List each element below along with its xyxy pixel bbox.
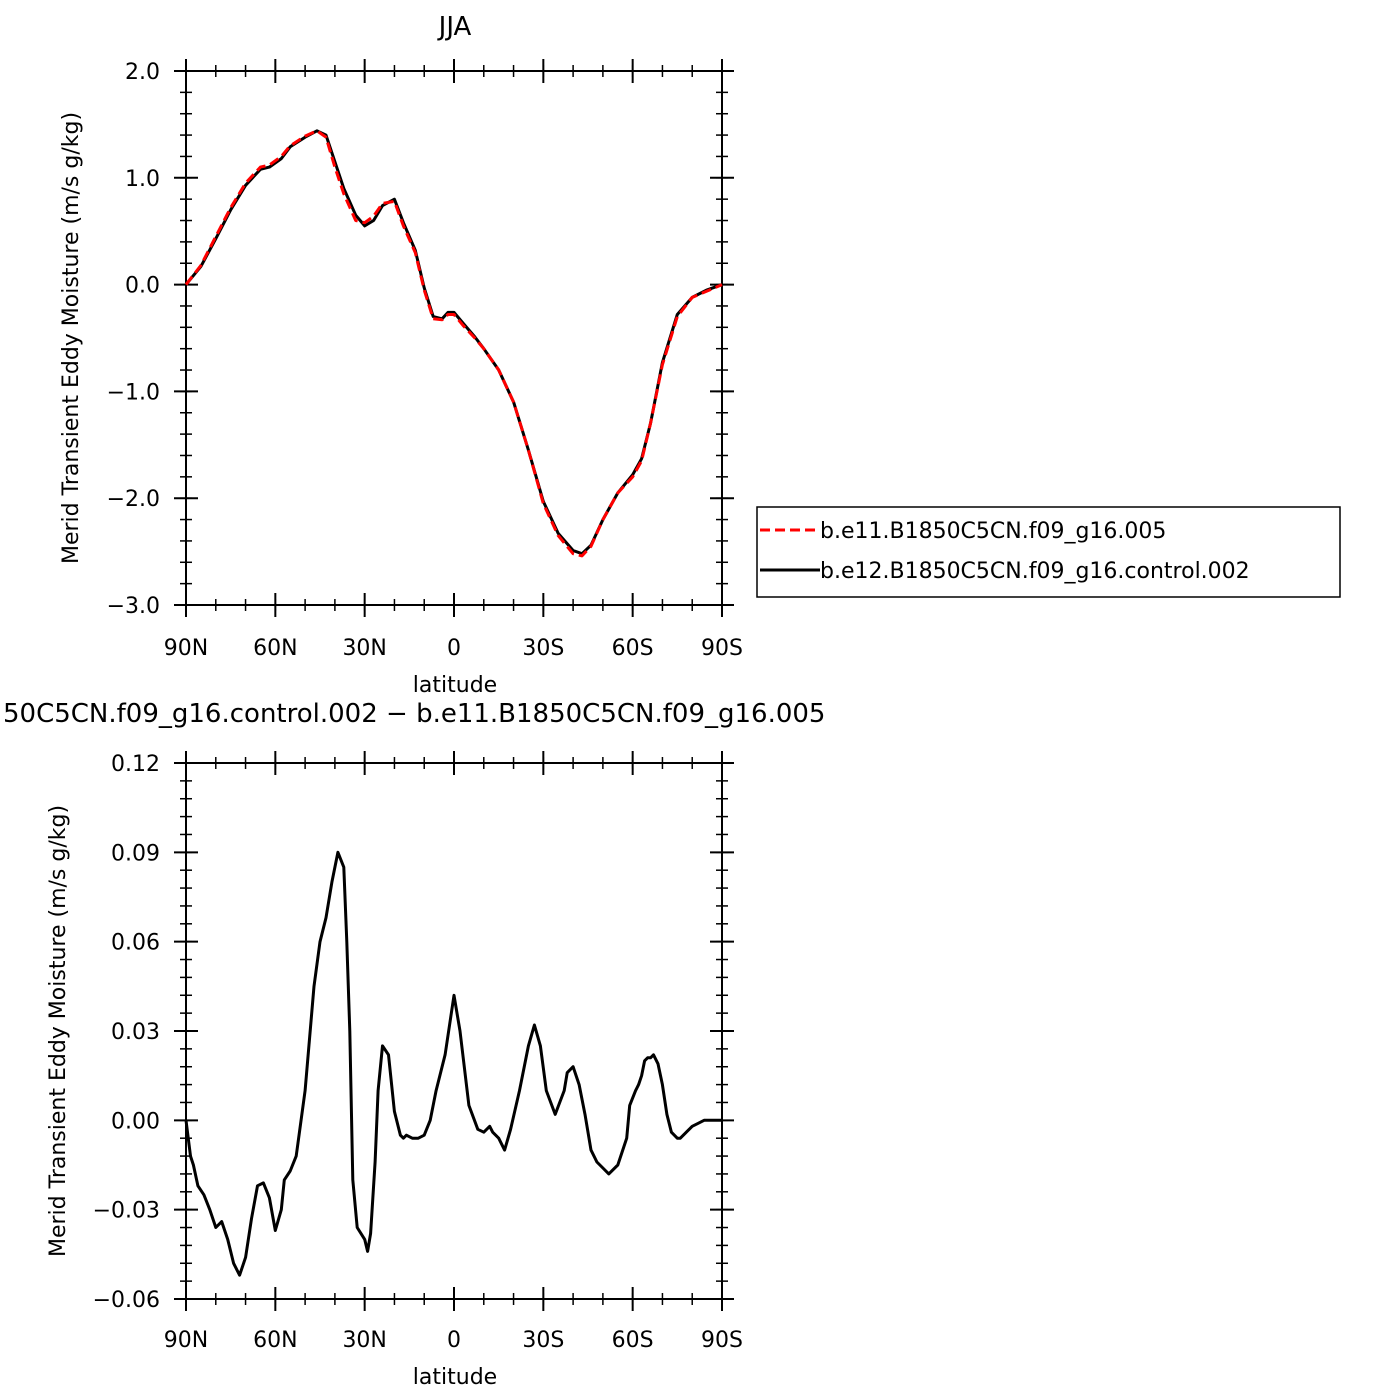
x-tick-label: 90N xyxy=(164,636,208,661)
y-tick-label: 0.09 xyxy=(111,841,160,866)
y-tick-label: −0.03 xyxy=(93,1199,160,1224)
x-tick-label: 60N xyxy=(253,1328,297,1353)
legend-label-series-1: b.e11.B1850C5CN.f09_g16.005 xyxy=(820,519,1166,544)
x-tick-label: 90S xyxy=(701,636,743,661)
bottom-panel: 50C5CN.f09_g16.control.002 − b.e11.B1850… xyxy=(3,699,825,1390)
top-panel: JJA Merid Transient Eddy Moisture (m/s g… xyxy=(59,12,743,698)
bottom-panel-y-axis-title: Merid Transient Eddy Moisture (m/s g/kg) xyxy=(46,805,71,1257)
top-panel-title: JJA xyxy=(437,12,472,42)
bottom-panel-x-axis-title: latitude xyxy=(413,1365,497,1390)
plot-frame xyxy=(185,70,723,606)
y-tick-label: 1.0 xyxy=(125,167,160,192)
top-panel-x-axis-title: latitude xyxy=(413,673,497,698)
x-tick-label: 60S xyxy=(612,1328,654,1353)
legend-box xyxy=(756,506,1341,598)
x-tick-label: 30N xyxy=(342,1328,386,1353)
x-tick-label: 90N xyxy=(164,1328,208,1353)
y-tick-label: 0.00 xyxy=(111,1109,160,1134)
plot-frame xyxy=(185,762,723,1300)
x-tick-label: 30N xyxy=(342,636,386,661)
x-tick-label: 60S xyxy=(612,636,654,661)
y-tick-label: −3.0 xyxy=(107,594,160,619)
x-tick-label: 0 xyxy=(447,1328,461,1353)
y-tick-label: 0.03 xyxy=(111,1020,160,1045)
x-tick-label: 30S xyxy=(522,636,564,661)
y-tick-label: 0.06 xyxy=(111,931,160,956)
series-line-1 xyxy=(184,850,722,1277)
y-tick-label: 2.0 xyxy=(125,60,160,85)
x-tick-label: 90S xyxy=(701,1328,743,1353)
top-panel-y-axis-title: Merid Transient Eddy Moisture (m/s g/kg) xyxy=(59,112,84,564)
x-tick-label: 60N xyxy=(253,636,297,661)
y-tick-label: −2.0 xyxy=(107,487,160,512)
y-tick-label: 0.12 xyxy=(111,752,160,777)
legend-label-series-2: b.e12.B1850C5CN.f09_g16.control.002 xyxy=(820,559,1250,584)
y-tick-label: 0.0 xyxy=(125,274,160,299)
x-tick-label: 0 xyxy=(447,636,461,661)
bottom-panel-title: 50C5CN.f09_g16.control.002 − b.e11.B1850… xyxy=(3,699,825,729)
y-tick-label: −1.0 xyxy=(107,380,160,405)
y-tick-label: −0.06 xyxy=(93,1288,160,1313)
series-line-1 xyxy=(184,129,723,558)
x-tick-label: 30S xyxy=(522,1328,564,1353)
series-line-2 xyxy=(184,129,723,556)
legend: b.e11.B1850C5CN.f09_g16.005 b.e12.B1850C… xyxy=(756,506,1341,598)
